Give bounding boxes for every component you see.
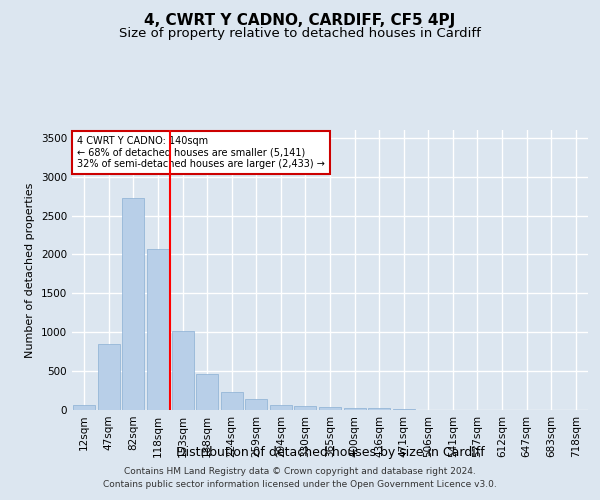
Bar <box>122 198 145 410</box>
Bar <box>221 392 243 410</box>
Text: Contains public sector information licensed under the Open Government Licence v3: Contains public sector information licen… <box>103 480 497 489</box>
Bar <box>344 408 365 410</box>
Bar <box>73 406 95 410</box>
Bar <box>147 249 169 410</box>
Bar <box>196 374 218 410</box>
Bar <box>319 406 341 410</box>
Bar <box>245 398 268 410</box>
Text: Distribution of detached houses by size in Cardiff: Distribution of detached houses by size … <box>176 446 484 459</box>
Bar <box>368 408 390 410</box>
Y-axis label: Number of detached properties: Number of detached properties <box>25 182 35 358</box>
Bar <box>98 344 120 410</box>
Text: Contains HM Land Registry data © Crown copyright and database right 2024.: Contains HM Land Registry data © Crown c… <box>124 467 476 476</box>
Bar <box>172 332 194 410</box>
Bar <box>270 405 292 410</box>
Text: Size of property relative to detached houses in Cardiff: Size of property relative to detached ho… <box>119 28 481 40</box>
Bar <box>295 406 316 410</box>
Text: 4 CWRT Y CADNO: 140sqm
← 68% of detached houses are smaller (5,141)
32% of semi-: 4 CWRT Y CADNO: 140sqm ← 68% of detached… <box>77 136 325 169</box>
Text: 4, CWRT Y CADNO, CARDIFF, CF5 4PJ: 4, CWRT Y CADNO, CARDIFF, CF5 4PJ <box>145 12 455 28</box>
